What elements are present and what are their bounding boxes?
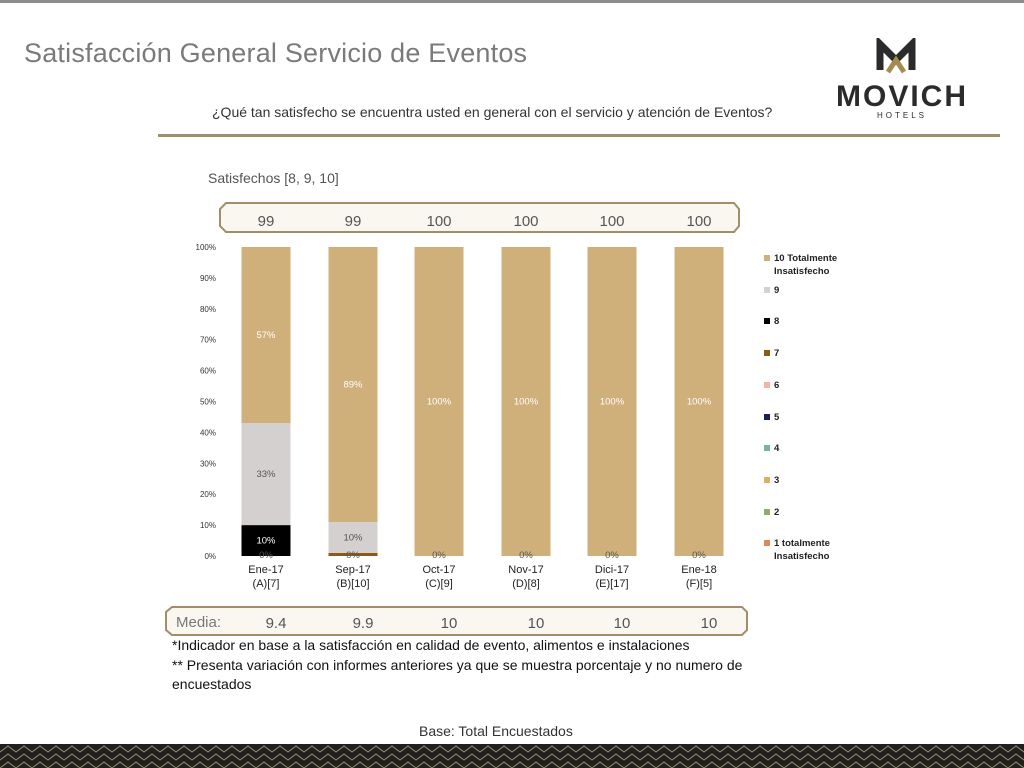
bar-segment <box>587 247 637 556</box>
data-label: 0% <box>519 550 533 561</box>
x-category-label: Dici-17 <box>595 564 629 576</box>
legend-label: 8 <box>774 316 780 328</box>
decorative-bottom-band <box>0 744 1024 768</box>
x-category-label: Ene-18 <box>681 564 716 576</box>
legend-swatch <box>764 286 770 293</box>
legend-label: 3 <box>774 474 780 486</box>
legend-swatch <box>764 445 770 452</box>
legend-label: 4 <box>774 443 780 455</box>
footnote-1: *Indicador en base a la satisfacción en … <box>172 637 690 653</box>
satisfied-value: 99 <box>345 213 362 230</box>
logo-subtext: HOTELS <box>877 111 927 120</box>
satisfied-value: 100 <box>513 213 538 230</box>
base-note: Base: Total Encuestados <box>419 723 573 739</box>
data-label: 0% <box>432 550 446 561</box>
x-category-sublabel: (B)[10] <box>336 578 369 590</box>
x-category-sublabel: (A)[7] <box>253 578 280 590</box>
bar-segment <box>241 525 291 556</box>
y-tick-label: 60% <box>200 367 216 376</box>
x-category-label: Ene-17 <box>248 564 283 576</box>
data-label: 100% <box>600 397 625 408</box>
media-band <box>165 606 748 636</box>
y-tick-label: 20% <box>200 490 216 499</box>
data-label: 0% <box>692 550 706 561</box>
media-value: 10 <box>528 615 545 632</box>
legend-label: 7 <box>774 348 780 360</box>
y-tick-label: 50% <box>200 398 216 407</box>
legend-swatch <box>764 381 770 388</box>
x-category-sublabel: (F)[5] <box>686 578 712 590</box>
y-tick-label: 30% <box>200 459 216 468</box>
survey-question: ¿Qué tan satisfecho se encuentra usted e… <box>212 104 773 120</box>
data-label: 100% <box>427 397 452 408</box>
legend-swatch <box>764 508 770 515</box>
x-category-sublabel: (E)[17] <box>595 578 628 590</box>
y-tick-label: 40% <box>200 428 216 437</box>
data-label: 0% <box>346 550 360 561</box>
satisfied-value: 100 <box>599 213 624 230</box>
data-label: 100% <box>687 397 712 408</box>
legend-swatch <box>764 350 770 357</box>
media-value: 9.9 <box>353 615 374 632</box>
page-title: Satisfacción General Servicio de Eventos <box>24 38 528 68</box>
satisfied-value: 99 <box>258 213 275 230</box>
satisfied-band <box>219 202 740 233</box>
media-value: 10 <box>441 615 458 632</box>
x-category-label: Sep-17 <box>335 564 370 576</box>
data-label: 33% <box>256 469 276 480</box>
legend-label: 10 Totalmente Insatisfecho <box>774 253 838 277</box>
y-tick-label: 0% <box>204 552 216 561</box>
legend-swatch <box>764 540 770 547</box>
satisfied-value: 100 <box>426 213 451 230</box>
bar-segment <box>328 247 378 523</box>
media-value: 10 <box>701 615 718 632</box>
logo-mark-icon <box>876 38 916 74</box>
data-label: 57% <box>256 330 276 341</box>
bar-segment <box>501 247 551 556</box>
satisfied-value: 100 <box>686 213 711 230</box>
legend-swatch <box>764 318 770 325</box>
y-tick-label: 100% <box>196 243 216 252</box>
movich-logo: MOVICH HOTELS <box>836 38 968 120</box>
legend-label: 6 <box>774 379 780 391</box>
bar-segment <box>241 247 291 424</box>
y-tick-label: 70% <box>200 336 216 345</box>
logo-wordmark: MOVICH <box>836 80 968 113</box>
data-label: 0% <box>259 550 273 561</box>
y-tick-label: 10% <box>200 521 216 530</box>
footnotes: *Indicador en base a la satisfacción en … <box>172 636 792 695</box>
bar-segment <box>414 247 464 556</box>
header-divider <box>158 134 1000 137</box>
data-label: 89% <box>343 380 363 391</box>
legend-swatch <box>764 255 770 261</box>
bar-segment <box>241 423 291 526</box>
legend-swatch <box>764 413 770 420</box>
media-value: 10 <box>614 615 631 632</box>
y-tick-label: 80% <box>200 305 216 314</box>
legend-label: 9 <box>774 284 780 296</box>
x-category-sublabel: (C)[9] <box>425 578 453 590</box>
bar-segment <box>328 522 378 553</box>
data-label: 100% <box>514 397 539 408</box>
x-category-label: Nov-17 <box>508 564 543 576</box>
legend-label: 5 <box>774 411 780 423</box>
x-category-sublabel: (D)[8] <box>512 578 540 590</box>
top-rule <box>0 0 1024 3</box>
legend-label: 2 <box>774 506 780 518</box>
data-label: 10% <box>343 532 363 543</box>
media-label: Media: <box>176 614 221 631</box>
legend-swatch <box>764 476 770 483</box>
bar-segment <box>674 247 724 556</box>
y-tick-label: 90% <box>200 274 216 283</box>
satisfied-label: Satisfechos [8, 9, 10] <box>208 170 339 186</box>
data-label: 10% <box>256 536 276 547</box>
data-label: 0% <box>605 550 619 561</box>
bar-segment <box>328 552 378 556</box>
footnote-2: ** Presenta variación con informes anter… <box>172 656 743 693</box>
media-value: 9.4 <box>266 615 287 632</box>
x-category-label: Oct-17 <box>422 564 455 576</box>
legend-label: 1 totalmente Insatisfecho <box>774 538 830 563</box>
